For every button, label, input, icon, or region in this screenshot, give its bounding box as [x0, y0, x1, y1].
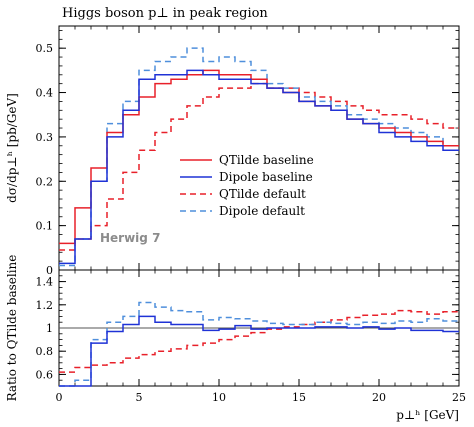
main-y-tick-label: 0.3 — [36, 131, 54, 144]
ratio-y-tick-label: 1 — [46, 322, 53, 335]
main-y-axis-label: dσ/dp⊥ʰ [pb/GeV] — [5, 93, 19, 203]
chart-title: Higgs boson p⊥ in peak region — [62, 6, 268, 21]
main-panel: 0 0.1 0.2 0.3 0.4 0.5 dσ/dp⊥ʰ [pb/GeV] Herwig… — [5, 25, 460, 277]
main-series-group — [59, 47, 459, 267]
ratio-x-tick-label: 15 — [292, 391, 306, 404]
ratio-line-dipole-default — [59, 301, 459, 387]
series-line-dipole-baseline — [59, 69, 459, 265]
herwig-watermark: Herwig 7 — [100, 231, 160, 245]
ratio-y-tick-label: 1.2 — [36, 299, 54, 312]
ratio-y-tick-label: 1.4 — [36, 276, 54, 289]
ratio-line-qtilde-default — [59, 309, 459, 373]
legend-entry-qtilde-default: QTilde default — [180, 187, 306, 201]
ratio-x-tick-label: 0 — [56, 391, 63, 404]
ratio-y-tick-label: 0.6 — [36, 368, 54, 381]
main-y-tick-label: 0.2 — [36, 175, 54, 188]
ratio-x-tick-label: 25 — [452, 391, 466, 404]
ratio-line-dipole-baseline — [59, 315, 459, 387]
ratio-panel: 0.6 0.8 1 1.2 1.4 0 5 10 15 20 25 Ratio to QTilde… — [5, 255, 466, 422]
ratio-y-ticks: 0.6 0.8 1 1.2 1.4 — [36, 269, 459, 387]
ratio-series-group — [59, 301, 459, 387]
series-line-dipole-default — [59, 47, 459, 267]
ratio-x-tick-label: 10 — [212, 391, 226, 404]
legend-label-dipole-default: Dipole default — [219, 204, 305, 218]
main-x-ticks — [58, 26, 460, 270]
ratio-x-tick-label: 20 — [372, 391, 386, 404]
ratio-x-ticks: 0 5 10 15 20 25 — [56, 270, 466, 404]
legend-entry-dipole-baseline: Dipole baseline — [180, 170, 313, 184]
legend-entry-qtilde-baseline: QTilde baseline — [180, 153, 314, 167]
legend: QTilde baseline Dipole baseline QTilde d… — [180, 153, 314, 218]
ratio-y-axis-label: Ratio to QTilde baseline — [5, 255, 19, 402]
legend-label-qtilde-default: QTilde default — [219, 187, 306, 201]
ratio-x-tick-label: 5 — [136, 391, 143, 404]
main-y-tick-label: 0.5 — [36, 42, 54, 55]
series-line-qtilde-default — [59, 82, 459, 251]
x-axis-label: p⊥ʰ [GeV] — [396, 408, 459, 422]
main-y-tick-label: 0 — [46, 264, 53, 277]
main-y-tick-label: 0.4 — [36, 87, 54, 100]
ratio-y-tick-label: 0.8 — [36, 345, 54, 358]
main-y-tick-label: 0.1 — [36, 220, 54, 233]
legend-entry-dipole-default: Dipole default — [180, 204, 305, 218]
legend-label-dipole-baseline: Dipole baseline — [219, 170, 313, 184]
legend-label-qtilde-baseline: QTilde baseline — [219, 153, 314, 167]
